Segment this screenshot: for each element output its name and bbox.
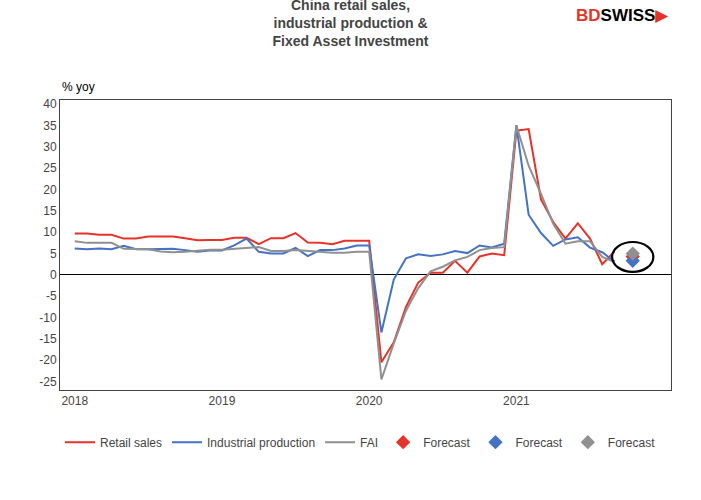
svg-text:40: 40 xyxy=(43,97,57,111)
svg-text:FAI: FAI xyxy=(360,436,378,450)
svg-text:2018: 2018 xyxy=(61,394,88,408)
svg-text:25: 25 xyxy=(43,161,57,175)
svg-text:-15: -15 xyxy=(39,332,57,346)
svg-text:-10: -10 xyxy=(39,311,57,325)
svg-text:-20: -20 xyxy=(39,353,57,367)
svg-text:10: 10 xyxy=(43,225,57,239)
svg-text:-25: -25 xyxy=(39,375,57,389)
svg-text:30: 30 xyxy=(43,140,57,154)
svg-text:15: 15 xyxy=(43,204,57,218)
svg-text:Forecast: Forecast xyxy=(423,436,470,450)
svg-text:Industrial production: Industrial production xyxy=(207,436,315,450)
svg-text:Retail sales: Retail sales xyxy=(100,436,162,450)
svg-text:5: 5 xyxy=(50,247,57,261)
svg-text:2020: 2020 xyxy=(356,394,383,408)
svg-text:Forecast: Forecast xyxy=(515,436,562,450)
svg-text:35: 35 xyxy=(43,119,57,133)
svg-text:0: 0 xyxy=(50,268,57,282)
svg-text:China retail sales,industrial: China retail sales,industrial production… xyxy=(273,0,429,49)
svg-text:2021: 2021 xyxy=(503,394,530,408)
svg-text:BDSWISS▶: BDSWISS▶ xyxy=(576,6,669,25)
svg-text:20: 20 xyxy=(43,183,57,197)
svg-text:% yoy: % yoy xyxy=(62,80,95,94)
svg-text:Forecast: Forecast xyxy=(608,436,655,450)
svg-text:2019: 2019 xyxy=(209,394,236,408)
svg-text:-5: -5 xyxy=(46,289,57,303)
